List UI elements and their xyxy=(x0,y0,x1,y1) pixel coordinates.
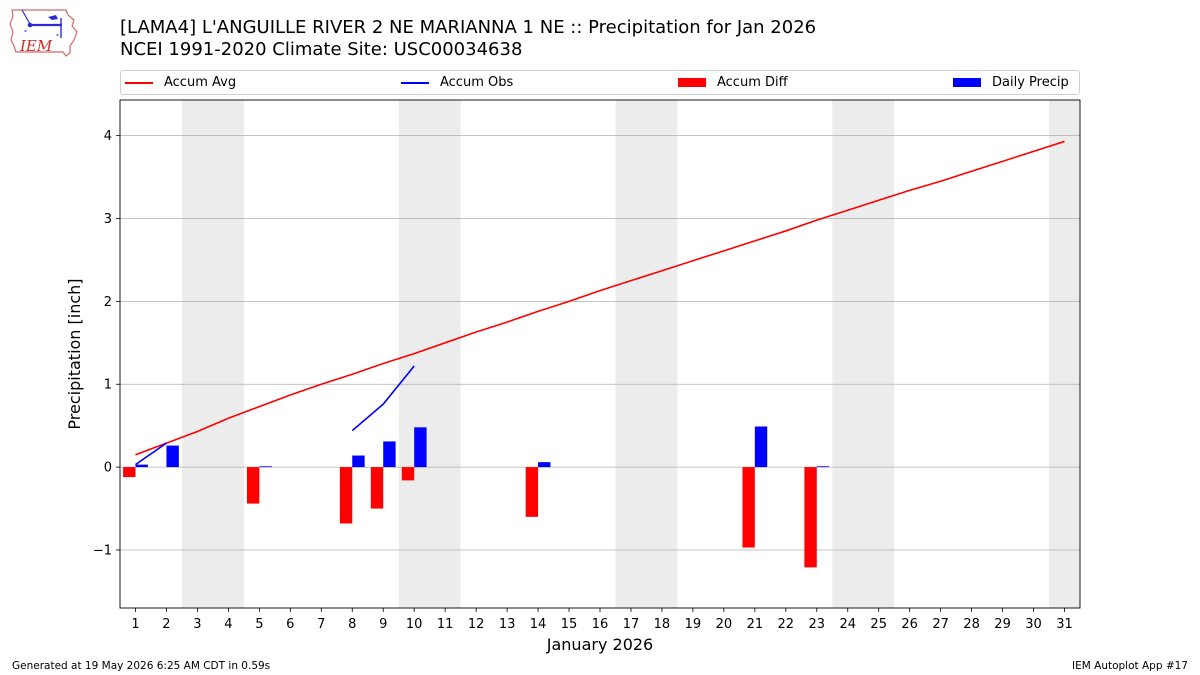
weekend-band xyxy=(615,100,678,608)
y-tick-label: 0 xyxy=(104,461,112,476)
x-tick-label: 20 xyxy=(716,617,733,632)
accum-diff-bar xyxy=(339,467,353,524)
x-tick-label: 29 xyxy=(994,617,1011,632)
chart-subtitle: NCEI 1991-2020 Climate Site: USC00034638 xyxy=(120,39,523,60)
legend-accum-diff: Accum Diff xyxy=(678,71,788,94)
x-tick-label: 7 xyxy=(317,617,325,632)
x-tick-label: 19 xyxy=(685,617,702,632)
iowa-outline xyxy=(9,9,78,57)
x-tick-label: 3 xyxy=(193,617,201,632)
x-tick-label: 12 xyxy=(468,617,485,632)
daily-precip-bar xyxy=(754,426,768,468)
legend-label-accum-avg: Accum Avg xyxy=(164,75,237,90)
app-credit: IEM Autoplot App #17 xyxy=(1072,660,1188,672)
weekend-band xyxy=(398,100,461,608)
legend-daily-precip: Daily Precip xyxy=(953,71,1069,94)
legend-label-accum-diff: Accum Diff xyxy=(717,75,788,90)
legend-accum-avg: Accum Avg xyxy=(125,71,236,94)
accum-diff-bar xyxy=(246,467,260,504)
logo-text: IEM xyxy=(19,37,53,55)
x-tick-label: 26 xyxy=(901,617,918,632)
x-tick-label: 8 xyxy=(348,617,356,632)
x-tick-label: 25 xyxy=(870,617,887,632)
x-tick-label: 15 xyxy=(561,617,578,632)
y-tick-label: −1 xyxy=(93,543,112,558)
y-tick-label: 2 xyxy=(104,295,112,310)
weekend-band xyxy=(832,100,895,608)
x-tick-label: 9 xyxy=(379,617,387,632)
plot-frame xyxy=(119,99,1081,609)
legend-swatch-accum-obs xyxy=(401,81,429,84)
x-tick-label: 2 xyxy=(162,617,170,632)
x-tick-label: 22 xyxy=(778,617,795,632)
daily-precip-bar xyxy=(414,427,427,468)
x-tick-label: 13 xyxy=(499,617,516,632)
accum-obs-line xyxy=(135,442,167,466)
x-tick-label: 4 xyxy=(224,617,232,632)
accum-diff-bar xyxy=(742,467,755,548)
accum-diff-bar xyxy=(525,467,539,517)
legend-accum-obs: Accum Obs xyxy=(401,71,513,94)
x-tick-label: 24 xyxy=(839,617,856,632)
accum-obs-line xyxy=(351,365,415,432)
x-tick-label: 21 xyxy=(747,617,764,632)
y-tick-label: 1 xyxy=(104,378,112,393)
x-tick-label: 31 xyxy=(1056,617,1073,632)
accum-avg-line xyxy=(135,140,1065,456)
generated-timestamp: Generated at 19 May 2026 6:25 AM CDT in … xyxy=(12,660,271,672)
x-tick-label: 1 xyxy=(131,617,139,632)
chart-title: [LAMA4] L'ANGUILLE RIVER 2 NE MARIANNA 1… xyxy=(120,17,817,38)
daily-precip-bar xyxy=(538,462,551,468)
chart-legend: Accum Avg Accum Obs Accum Diff Daily Pre… xyxy=(120,70,1080,95)
legend-swatch-accum-diff xyxy=(678,78,706,87)
daily-precip-bar xyxy=(352,455,365,468)
x-axis-label: January 2026 xyxy=(546,635,653,654)
x-tick-label: 28 xyxy=(963,617,980,632)
accum-diff-bar xyxy=(370,467,384,509)
x-tick-label: 6 xyxy=(286,617,294,632)
x-tick-label: 23 xyxy=(809,617,826,632)
x-tick-label: 30 xyxy=(1025,617,1042,632)
weekend-band xyxy=(1049,100,1080,608)
iem-logo: * * IEM xyxy=(9,9,78,57)
daily-precip-bar xyxy=(135,464,148,468)
x-tick-label: 18 xyxy=(654,617,671,632)
weather-station-icon xyxy=(21,9,31,25)
daily-precip-bar xyxy=(816,466,830,468)
accum-diff-bar xyxy=(804,467,817,568)
accum-diff-bar xyxy=(123,467,136,478)
x-tick-label: 16 xyxy=(592,617,609,632)
daily-precip-bar xyxy=(166,445,179,468)
x-tick-label: 27 xyxy=(932,617,949,632)
svg-text:*: * xyxy=(56,33,59,40)
x-tick-label: 11 xyxy=(437,617,454,632)
y-tick-label: 3 xyxy=(104,212,112,227)
y-tick-label: 4 xyxy=(104,129,112,144)
svg-text:*: * xyxy=(24,29,27,36)
legend-label-daily-precip: Daily Precip xyxy=(992,75,1069,90)
weekend-band xyxy=(181,100,244,608)
x-tick-label: 5 xyxy=(255,617,263,632)
daily-precip-bar xyxy=(259,466,272,468)
x-tick-label: 17 xyxy=(623,617,640,632)
accum-diff-bar xyxy=(401,467,415,481)
y-axis-label: Precipitation [inch] xyxy=(65,278,84,429)
x-tick-label: 10 xyxy=(406,617,423,632)
x-tick-label: 14 xyxy=(530,617,547,632)
legend-swatch-accum-avg xyxy=(125,81,153,84)
legend-swatch-daily-precip xyxy=(953,78,981,87)
daily-precip-bar xyxy=(383,441,396,468)
legend-label-accum-obs: Accum Obs xyxy=(440,75,514,90)
